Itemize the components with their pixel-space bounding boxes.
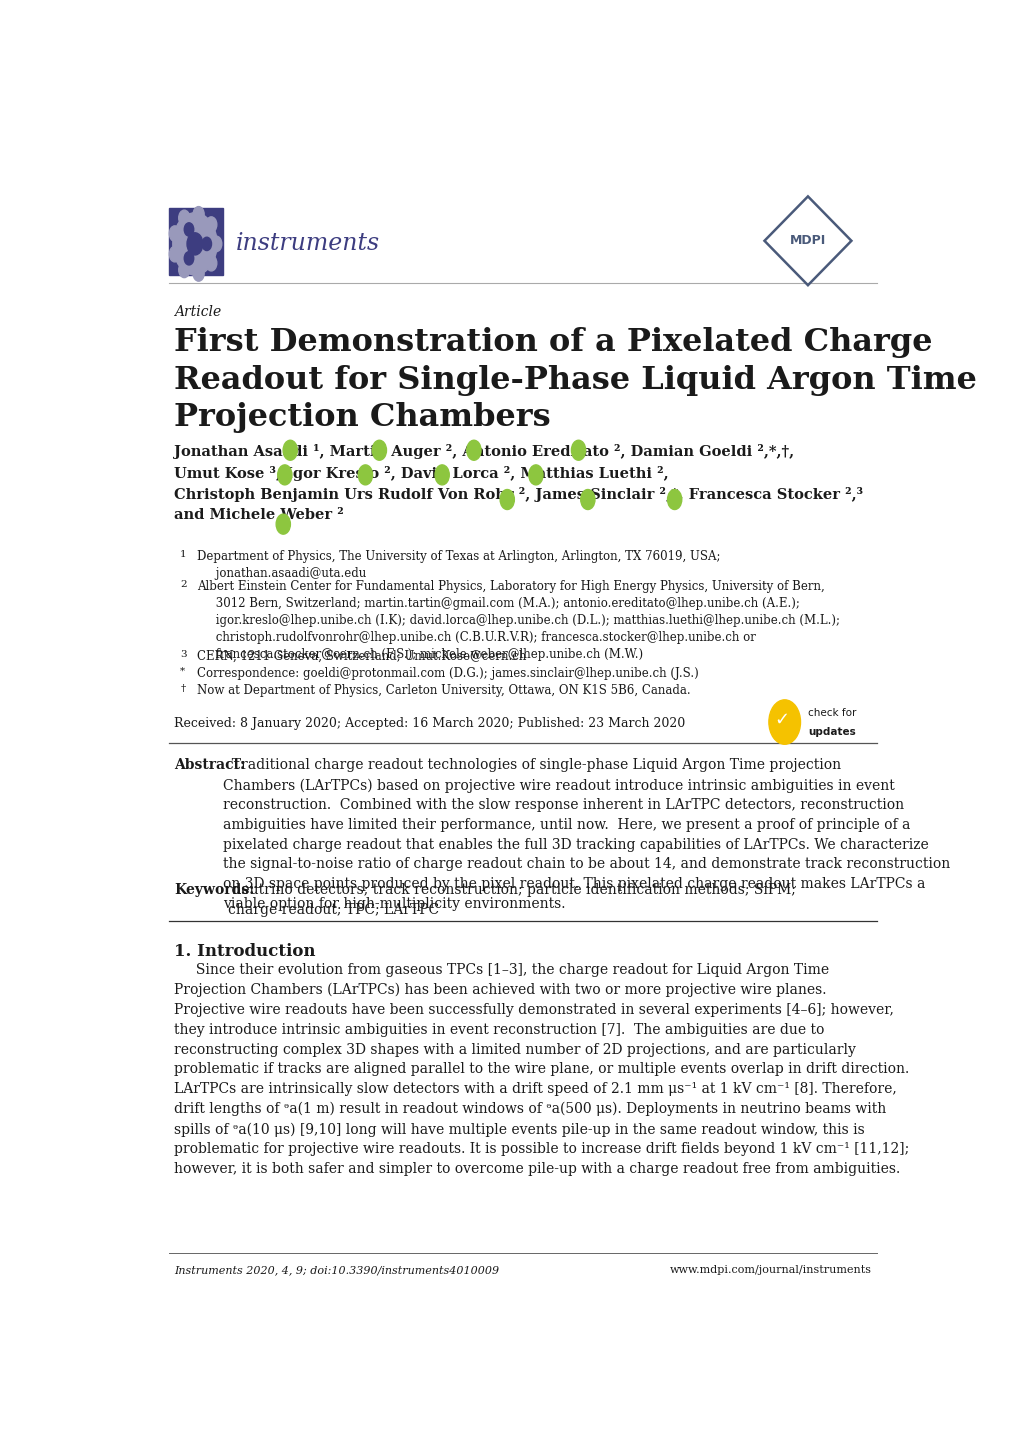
- Text: 2: 2: [180, 580, 186, 590]
- Text: 1. Introduction: 1. Introduction: [174, 943, 315, 960]
- Text: 1: 1: [180, 551, 186, 559]
- Text: 3: 3: [180, 650, 186, 659]
- Text: instruments: instruments: [235, 232, 380, 255]
- Circle shape: [467, 440, 481, 460]
- Text: First Demonstration of a Pixelated Charge
Readout for Single-Phase Liquid Argon : First Demonstration of a Pixelated Charg…: [174, 327, 976, 434]
- Circle shape: [528, 464, 542, 485]
- Text: MDPI: MDPI: [789, 234, 825, 247]
- Text: Correspondence: goeldi@protonmail.com (D.G.); james.sinclair@lhep.unibe.ch (J.S.: Correspondence: goeldi@protonmail.com (D…: [197, 666, 698, 679]
- Text: Received: 8 January 2020; Accepted: 16 March 2020; Published: 23 March 2020: Received: 8 January 2020; Accepted: 16 M…: [174, 718, 685, 731]
- Text: ✓: ✓: [774, 711, 789, 728]
- Circle shape: [202, 238, 211, 251]
- Text: CERN, 1211 Geneva, Switzerland; Umut.Kose@cern.ch: CERN, 1211 Geneva, Switzerland; Umut.Kos…: [197, 650, 526, 663]
- Text: *: *: [180, 666, 185, 676]
- Text: neutrino detectors; track reconstruction; particle identification methods; SiPM;: neutrino detectors; track reconstruction…: [228, 883, 796, 917]
- Circle shape: [186, 232, 203, 255]
- Circle shape: [178, 262, 190, 278]
- Text: Instruments 2020, 4, 9; doi:10.3390/instruments4010009: Instruments 2020, 4, 9; doi:10.3390/inst…: [174, 1265, 498, 1275]
- Circle shape: [276, 515, 290, 534]
- Circle shape: [666, 489, 681, 509]
- Text: Jonathan Asaadi ¹, Martin Auger ², Antonio Ereditato ², Damian Goeldi ²,*,†,
Umu: Jonathan Asaadi ¹, Martin Auger ², Anton…: [174, 444, 862, 522]
- Circle shape: [206, 216, 217, 232]
- Text: Albert Einstein Center for Fundamental Physics, Laboratory for High Energy Physi: Albert Einstein Center for Fundamental P…: [197, 580, 840, 662]
- Circle shape: [211, 236, 221, 252]
- Circle shape: [499, 489, 514, 509]
- Text: Since their evolution from gaseous TPCs [1–3], the charge readout for Liquid Arg: Since their evolution from gaseous TPCs …: [174, 963, 908, 1177]
- Circle shape: [169, 247, 180, 262]
- Circle shape: [372, 440, 386, 460]
- FancyBboxPatch shape: [168, 208, 223, 274]
- Circle shape: [169, 226, 180, 241]
- Circle shape: [206, 255, 217, 271]
- Circle shape: [571, 440, 585, 460]
- Text: Now at Department of Physics, Carleton University, Ottawa, ON K1S 5B6, Canada.: Now at Department of Physics, Carleton U…: [197, 684, 690, 696]
- Text: Abstract:: Abstract:: [174, 758, 245, 773]
- Text: Traditional charge readout technologies of single-phase Liquid Argon Time projec: Traditional charge readout technologies …: [222, 758, 949, 911]
- Circle shape: [172, 213, 217, 275]
- Circle shape: [768, 699, 800, 744]
- Text: Article: Article: [174, 306, 221, 320]
- Circle shape: [184, 224, 194, 236]
- Circle shape: [184, 252, 194, 265]
- Circle shape: [580, 489, 594, 509]
- Text: †: †: [180, 684, 185, 692]
- Circle shape: [193, 206, 204, 222]
- Text: www.mdpi.com/journal/instruments: www.mdpi.com/journal/instruments: [669, 1265, 871, 1275]
- Circle shape: [178, 211, 190, 226]
- Text: updates: updates: [808, 727, 855, 737]
- Text: Keywords:: Keywords:: [174, 883, 254, 897]
- Text: check for: check for: [808, 708, 856, 718]
- Circle shape: [435, 464, 448, 485]
- Circle shape: [358, 464, 372, 485]
- Circle shape: [193, 265, 204, 281]
- Circle shape: [283, 440, 298, 460]
- Circle shape: [277, 464, 291, 485]
- Text: Department of Physics, The University of Texas at Arlington, Arlington, TX 76019: Department of Physics, The University of…: [197, 551, 720, 580]
